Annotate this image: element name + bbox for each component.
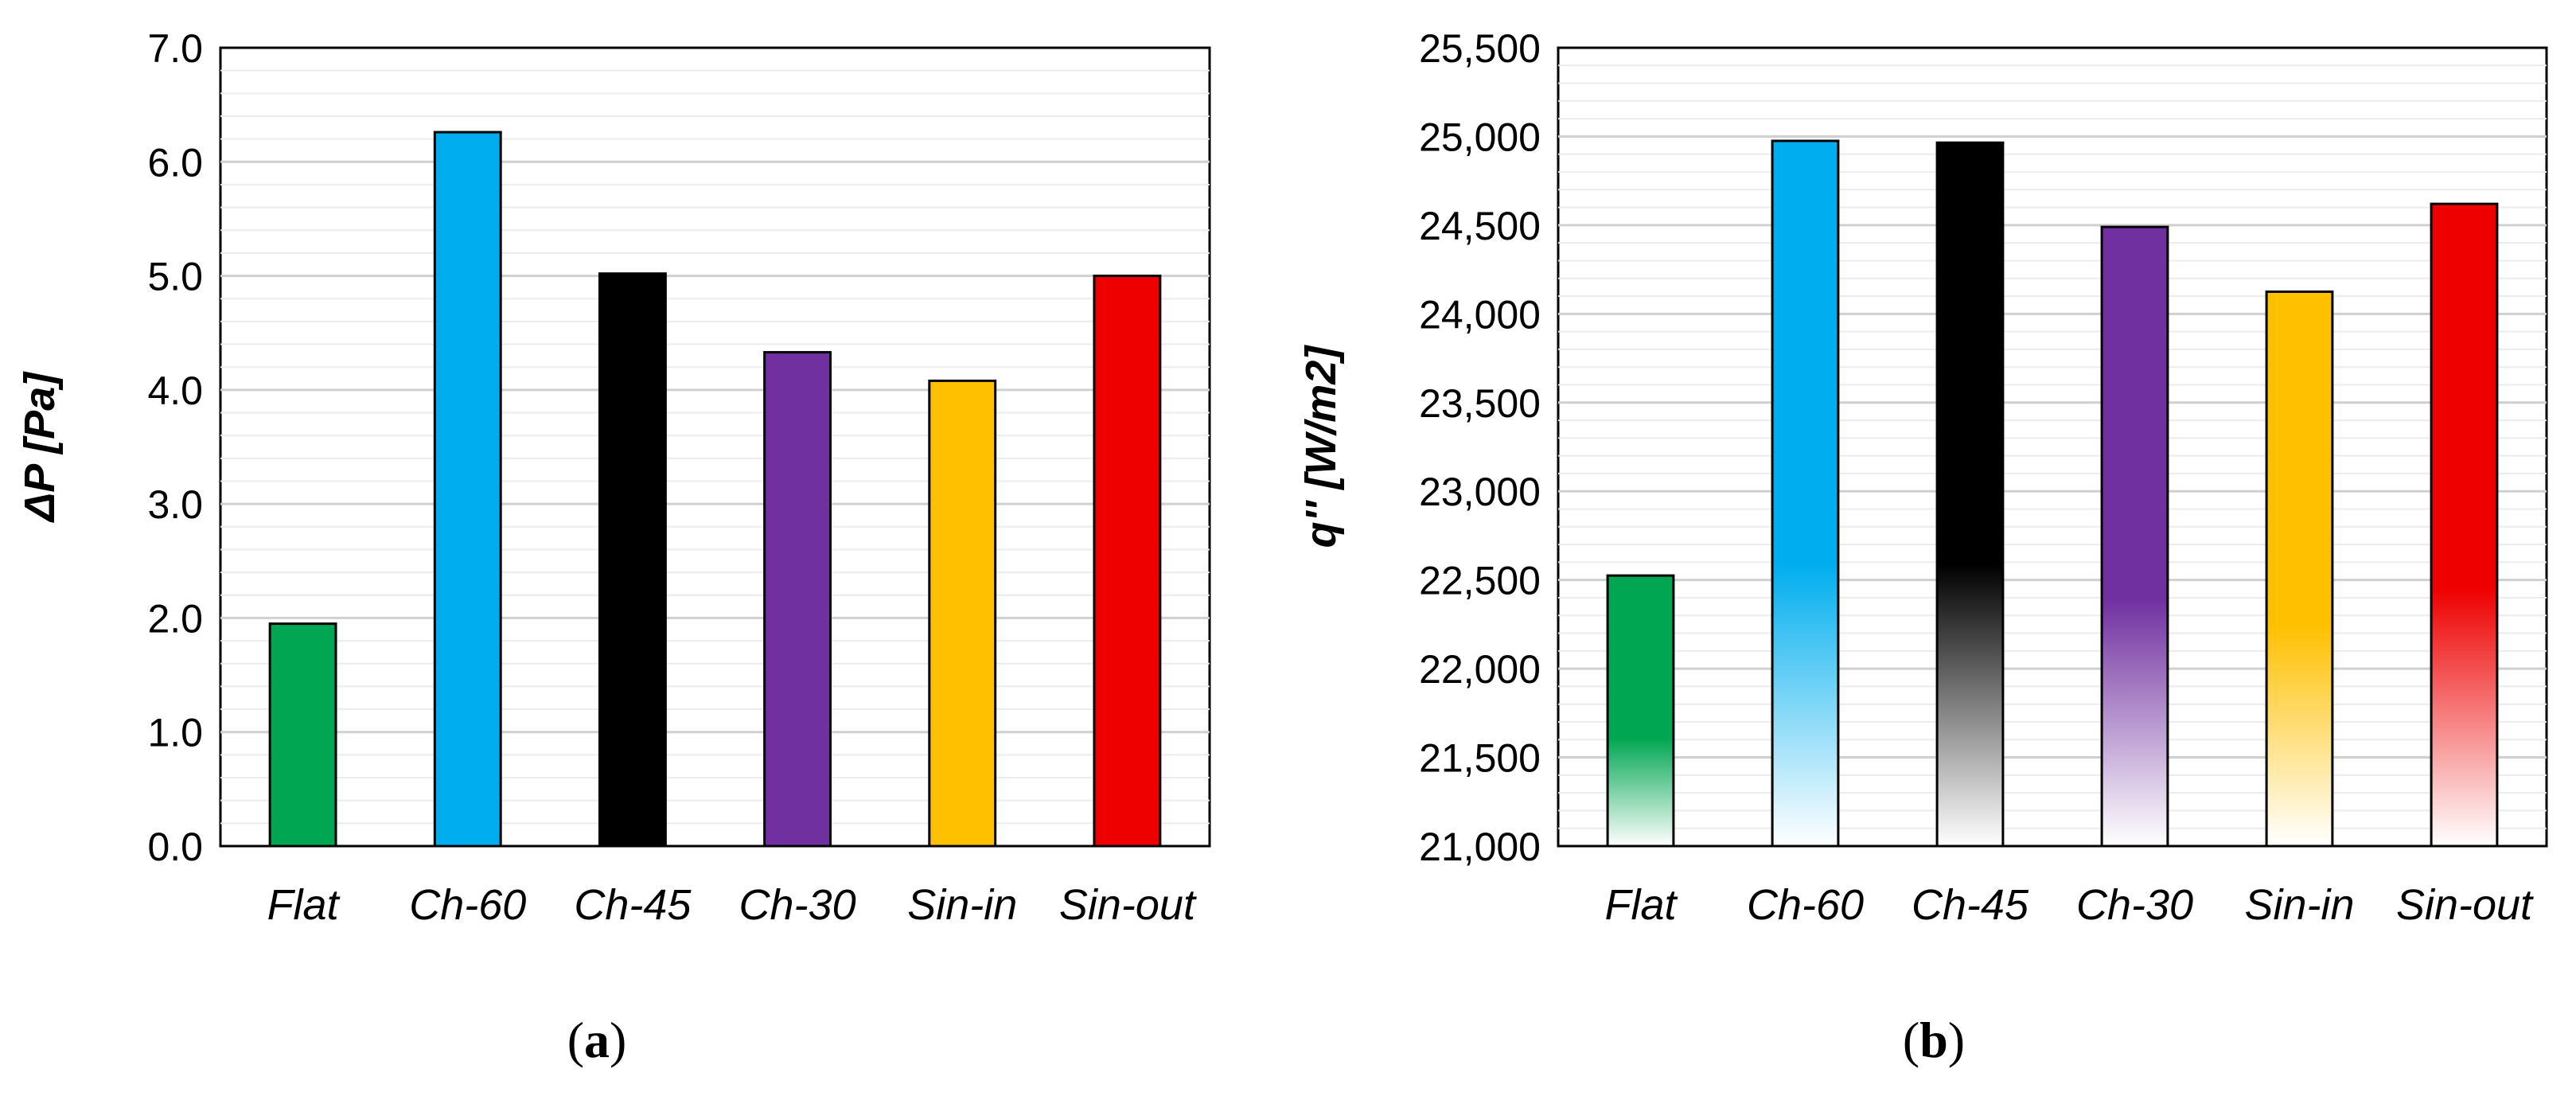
x-tick-label: Ch-45 <box>1912 881 2029 929</box>
y-tick-label: 2.0 <box>147 596 203 641</box>
y-tick-label: 24,000 <box>1419 292 1541 337</box>
x-tick-label: Sin-in <box>2244 881 2354 929</box>
x-tick-label: Ch-60 <box>1747 881 1864 929</box>
chart-b: 21,000 21,500 22,000 22,500 23,000 23,500 24,0… <box>1297 26 2548 929</box>
y-tick-label: 24,500 <box>1419 204 1541 248</box>
bar-sin-in <box>2265 290 2334 848</box>
y-tick-label: 5.0 <box>147 255 203 299</box>
y-tick-label: 22,500 <box>1419 559 1541 603</box>
x-tick-label: Sin-in <box>907 881 1017 929</box>
y-tick-label: 22,000 <box>1419 647 1541 692</box>
y-tick-label: 0.0 <box>147 825 203 869</box>
y-tick-label: 23,000 <box>1419 470 1541 514</box>
y-axis-label: q'' [W/m2] <box>1297 345 1345 548</box>
y-tick-label: 25,500 <box>1419 26 1541 71</box>
chart-a: 0.0 1.0 2.0 3.0 4.0 5.0 6.0 7.0 ΔP [Pa] Flat Ch-60… <box>16 26 1211 929</box>
bar-ch-30 <box>2100 225 2169 848</box>
caption-a-label: a <box>584 1012 610 1068</box>
y-tick-label: 21,000 <box>1419 825 1541 869</box>
y-tick-label: 3.0 <box>147 482 203 527</box>
y-tick-label: 6.0 <box>147 140 203 185</box>
bar-sin-out <box>2430 202 2499 848</box>
y-tick-label: 7.0 <box>147 26 203 71</box>
x-tick-label: Flat <box>267 881 341 929</box>
bar-sin-in <box>928 379 997 848</box>
plot-area <box>219 46 1211 848</box>
y-tick-label: 21,500 <box>1419 736 1541 781</box>
bar-ch-60 <box>1771 139 1840 848</box>
bar-ch-60 <box>433 131 502 848</box>
bar-ch-30 <box>763 351 832 848</box>
plot-area <box>1557 46 2548 848</box>
x-tick-label: Sin-out <box>1059 881 1197 929</box>
x-tick-label: Ch-45 <box>574 881 692 929</box>
y-tick-label: 25,000 <box>1419 115 1541 159</box>
caption-b: (b) <box>1902 1012 1966 1068</box>
x-tick-label: Flat <box>1604 881 1678 929</box>
x-tick-label: Ch-60 <box>409 881 526 929</box>
y-tick-label: 23,500 <box>1419 381 1541 426</box>
bar-flat <box>268 622 337 848</box>
bar-ch-45 <box>598 272 667 848</box>
x-tick-label: Ch-30 <box>2076 881 2193 929</box>
x-tick-label: Ch-30 <box>739 881 856 929</box>
y-axis-label: ΔP [Pa] <box>16 371 64 523</box>
x-tick-label: Sin-out <box>2396 881 2534 929</box>
bar-flat <box>1606 574 1675 848</box>
caption-a: (a) <box>567 1012 627 1068</box>
bar-sin-out <box>1093 275 1162 848</box>
caption-b-label: b <box>1919 1012 1948 1068</box>
bar-ch-45 <box>1935 141 2005 848</box>
y-tick-label: 4.0 <box>147 369 203 413</box>
y-tick-label: 1.0 <box>147 711 203 755</box>
